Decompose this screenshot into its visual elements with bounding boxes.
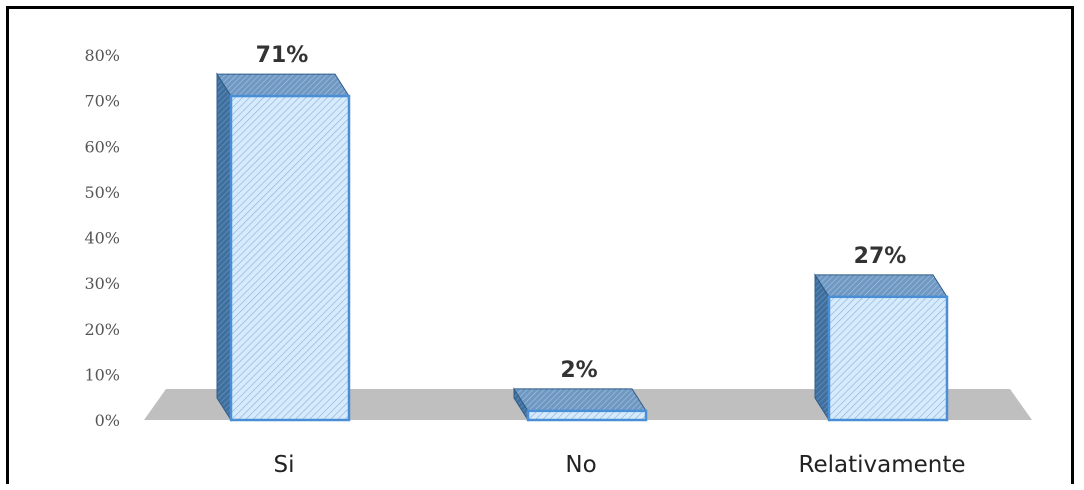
bar-relativamente	[814, 273, 949, 422]
y-tick-label: 60%	[84, 137, 120, 156]
bar-side	[216, 72, 232, 422]
bar-si	[216, 72, 351, 422]
bar-no	[513, 387, 648, 422]
y-tick-label: 80%	[84, 46, 120, 65]
y-tick-label: 30%	[84, 274, 120, 293]
bar-front	[229, 94, 351, 422]
y-tick-label: 70%	[84, 92, 120, 111]
bar-top	[814, 274, 948, 298]
bar-side	[814, 273, 830, 422]
x-category-label: No	[565, 452, 596, 478]
y-axis-ticks: 0% 10% 20% 30% 40% 50% 60% 70% 80%	[84, 46, 120, 430]
bar-top	[513, 388, 647, 412]
y-tick-label: 0%	[95, 411, 120, 430]
bar-top	[216, 73, 350, 97]
bars-group	[216, 72, 949, 422]
y-tick-label: 10%	[84, 365, 120, 384]
x-category-label: Relativamente	[799, 452, 966, 478]
x-category-label: Si	[274, 452, 295, 478]
x-axis-categories: Si No Relativamente	[274, 452, 966, 478]
y-tick-label: 40%	[84, 229, 120, 248]
data-label: 71%	[256, 43, 309, 68]
data-labels: 71% 2% 27%	[256, 43, 907, 383]
data-label: 2%	[560, 358, 597, 383]
y-tick-label: 50%	[84, 183, 120, 202]
bar-front	[827, 295, 949, 422]
bar-front	[526, 409, 648, 422]
y-tick-label: 20%	[84, 320, 120, 339]
data-label: 27%	[854, 244, 907, 269]
